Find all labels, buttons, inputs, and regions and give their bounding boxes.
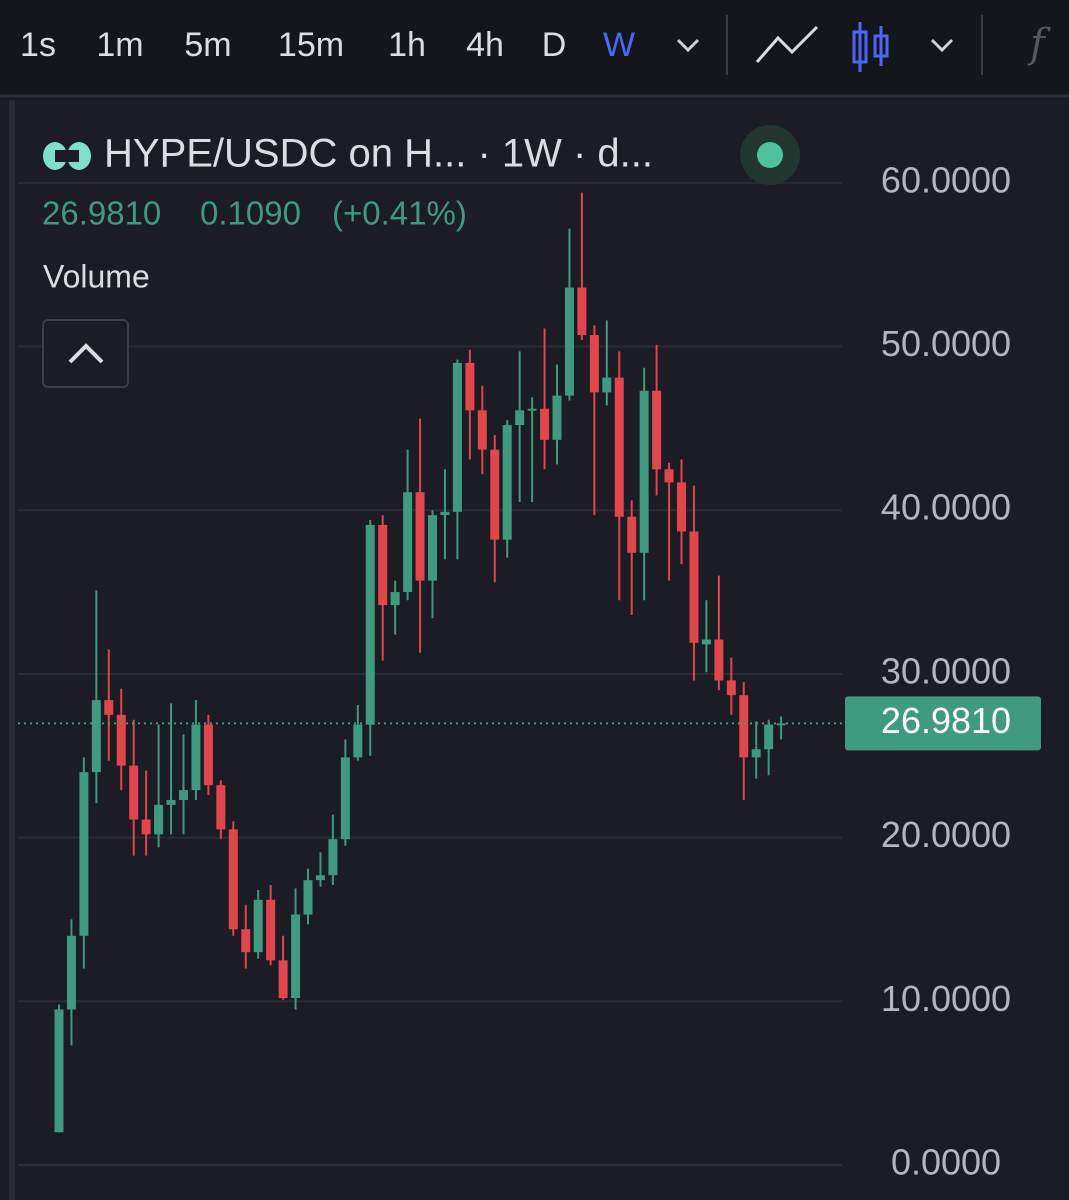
- candle-body: [577, 287, 587, 336]
- candle-body: [203, 724, 213, 786]
- candle-body: [652, 390, 662, 470]
- candle-body: [726, 680, 736, 696]
- interval-button[interactable]: 1s: [20, 26, 56, 64]
- candle-chart-icon[interactable]: [852, 22, 889, 72]
- candle-body: [477, 410, 487, 450]
- candle-body: [228, 829, 238, 930]
- y-tick-label: 10.0000: [881, 978, 1011, 1019]
- interval-bar: 1s 1m 5m 15m 1h 4h D W: [20, 26, 635, 64]
- candle-body: [216, 785, 226, 830]
- candle-body: [714, 639, 724, 681]
- candle-body: [614, 377, 624, 517]
- interval-button[interactable]: 15m: [278, 26, 344, 64]
- candle-body: [291, 914, 301, 999]
- candle-body: [303, 880, 313, 915]
- symbol-title: HYPE/USDC on H... · 1W · d...: [104, 132, 653, 176]
- candle-body: [452, 362, 462, 512]
- collapse-chevron: [68, 343, 104, 364]
- y-tick-label: 60.0000: [881, 159, 1011, 200]
- candle-body: [440, 511, 450, 516]
- y-tick-label: 40.0000: [881, 487, 1011, 528]
- last-price: 26.9810: [42, 195, 161, 232]
- candle-body: [552, 395, 562, 440]
- candle-body: [54, 1009, 64, 1133]
- candle-body: [253, 899, 263, 953]
- candle-body: [540, 408, 550, 440]
- candle-body: [79, 772, 89, 936]
- candle-body: [627, 516, 637, 553]
- candle-body: [378, 524, 388, 606]
- candle-body: [390, 592, 400, 606]
- candle-body: [340, 757, 350, 840]
- status-dot: [757, 142, 783, 168]
- y-tick-label: 20.0000: [881, 814, 1011, 855]
- chart-type-chevron[interactable]: [930, 38, 954, 53]
- price-change: 0.1090: [200, 195, 301, 232]
- candle-body: [154, 804, 164, 835]
- interval-button[interactable]: 5m: [184, 26, 231, 64]
- candle-body: [266, 899, 276, 961]
- candle-body: [564, 287, 574, 396]
- candle-body: [589, 335, 599, 393]
- y-tick-label: 50.0000: [881, 323, 1011, 364]
- candle-body: [179, 790, 188, 800]
- y-tick-label: 30.0000: [881, 650, 1011, 691]
- interval-menu-chevron[interactable]: [676, 38, 700, 53]
- candle-body: [664, 469, 674, 483]
- candle-body: [129, 765, 139, 820]
- candle-body: [66, 935, 76, 1010]
- plot: 0.0000 10.0000 20.0000 30.0000 40.0000 50.000…: [18, 159, 1041, 1182]
- candle-body: [701, 639, 711, 645]
- interval-button[interactable]: 4h: [466, 26, 504, 64]
- candle-body: [527, 408, 537, 411]
- candle-body: [502, 425, 512, 540]
- candle-body: [465, 362, 475, 411]
- interval-button[interactable]: 1m: [96, 26, 143, 64]
- interval-button[interactable]: D: [542, 26, 567, 64]
- candle-body: [515, 410, 525, 426]
- candle-body: [315, 875, 325, 881]
- candle-body: [166, 799, 176, 805]
- indicator-label: Volume: [43, 258, 150, 294]
- interval-button[interactable]: 1h: [388, 26, 426, 64]
- candle-body: [104, 700, 114, 715]
- candle-body: [141, 819, 151, 835]
- candle-body: [365, 524, 375, 725]
- interval-button[interactable]: W: [603, 26, 635, 64]
- candle-body: [751, 749, 761, 758]
- candle-body: [116, 714, 126, 766]
- price-change-pct: (+0.41%): [332, 195, 467, 232]
- candle-body: [764, 724, 774, 750]
- candle-body: [328, 839, 338, 876]
- candle-body: [602, 377, 612, 393]
- last-price-badge: [845, 696, 1041, 751]
- last-price-label: 26.9810: [881, 700, 1011, 741]
- candle-body: [689, 531, 699, 643]
- line-chart-icon[interactable]: [755, 25, 819, 63]
- candle-body: [278, 960, 288, 999]
- candle-body: [639, 390, 649, 553]
- candle-body: [241, 929, 251, 953]
- collapse-button[interactable]: [42, 319, 129, 388]
- symbol-logo: [43, 142, 91, 170]
- candle-body: [353, 724, 363, 758]
- candle-body: [677, 482, 686, 532]
- candle-body: [415, 492, 425, 581]
- toolbar: [0, 0, 1069, 95]
- candle-body: [191, 724, 201, 791]
- candle-body: [739, 695, 749, 758]
- y-tick-label: 0.0000: [891, 1141, 1001, 1182]
- candle-body: [490, 449, 500, 540]
- candle-body: [428, 515, 437, 581]
- candle-body: [91, 700, 101, 773]
- candle-body: [403, 492, 413, 593]
